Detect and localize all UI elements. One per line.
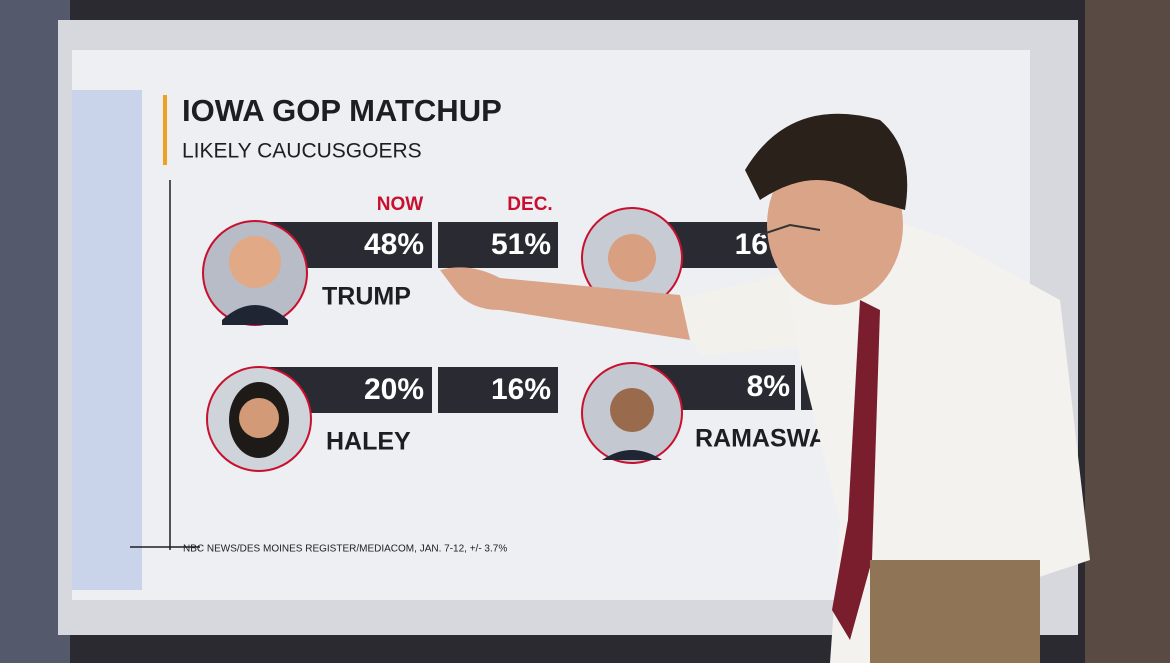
value-bar xyxy=(438,367,558,413)
right-wall xyxy=(1085,0,1170,663)
value-dec: 16% xyxy=(491,373,551,406)
candidate-name: TRUMP xyxy=(322,283,411,311)
candidate-name: RAMASWA xyxy=(695,425,827,453)
value-now: 8% xyxy=(747,370,790,403)
title: IOWA GOP MATCHUP xyxy=(182,93,502,128)
value-now: 48% xyxy=(364,228,424,261)
portrait-face xyxy=(229,236,281,288)
column-header: DEC. xyxy=(507,194,552,215)
source: NBC NEWS/DES MOINES REGISTER/MEDIACOM, J… xyxy=(183,544,507,555)
title-accent xyxy=(163,95,167,165)
presenter-hand xyxy=(440,267,690,340)
presenter-glasses xyxy=(759,223,821,236)
value-now: 20% xyxy=(364,373,424,406)
portrait-face xyxy=(239,398,279,438)
presenter-hair xyxy=(745,113,908,210)
presenter-tie xyxy=(832,300,880,640)
column-header: NOW xyxy=(377,194,424,215)
value-dec: 51% xyxy=(491,228,551,261)
portrait-suit xyxy=(602,450,662,460)
subtitle: LIKELY CAUCUSGOERS xyxy=(182,140,422,163)
portrait-suit xyxy=(222,305,288,325)
portrait-face xyxy=(608,234,656,282)
side-pattern xyxy=(72,90,142,590)
candidate-name: HALEY xyxy=(326,428,411,456)
value-now: 16 xyxy=(735,228,768,261)
value-bar xyxy=(438,222,558,268)
presenter-trousers xyxy=(870,560,1040,663)
portrait-face xyxy=(610,388,654,432)
